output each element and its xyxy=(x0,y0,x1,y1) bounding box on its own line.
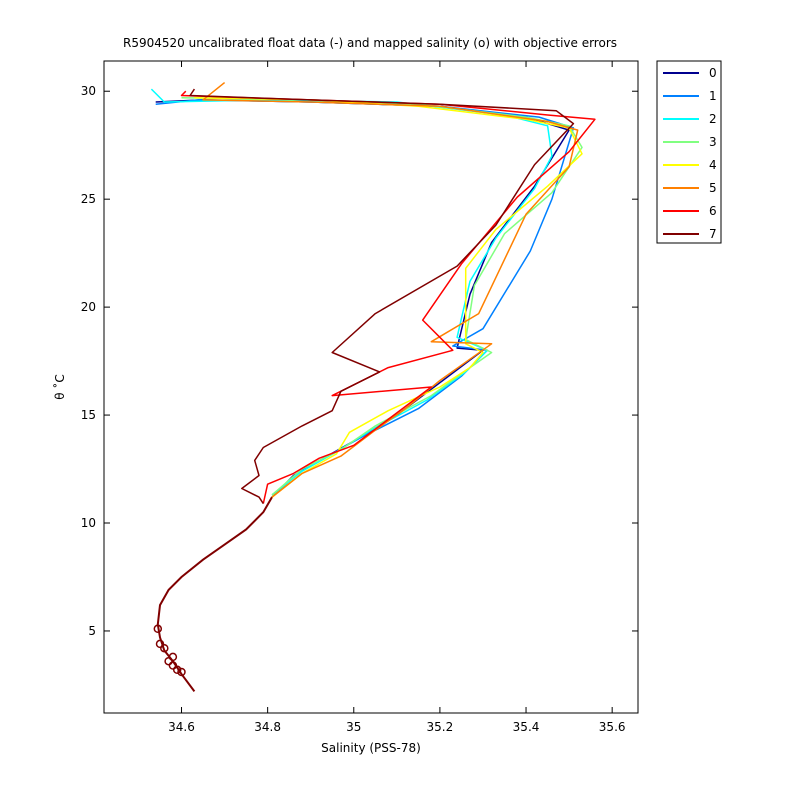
legend-label: 2 xyxy=(709,112,717,126)
y-tick-label: 10 xyxy=(81,516,96,530)
x-tick-label: 34.6 xyxy=(168,720,195,734)
legend-label: 0 xyxy=(709,66,717,80)
mapped-point xyxy=(177,667,186,677)
mapped-point xyxy=(153,624,163,634)
mapped-point xyxy=(164,656,173,666)
y-tick-label: 15 xyxy=(81,408,96,422)
mapped-point xyxy=(168,652,178,662)
legend-item-5: 5 xyxy=(663,181,717,195)
mapped-point xyxy=(160,643,169,653)
mapped-salinity-points xyxy=(153,624,186,677)
legend-label: 1 xyxy=(709,89,717,103)
y-tick-label: 20 xyxy=(81,300,96,314)
legend: 0 1 2 3 4 5 6 7 xyxy=(656,60,722,244)
mapped-point xyxy=(168,661,178,670)
x-tick-label: 35 xyxy=(346,720,361,734)
plot-area xyxy=(103,60,639,714)
y-tick-label: 5 xyxy=(88,624,96,638)
legend-item-3: 3 xyxy=(663,135,717,149)
series-line-4 xyxy=(194,96,583,498)
x-tick-label: 35.6 xyxy=(599,720,626,734)
y-tick-label: 25 xyxy=(81,192,96,206)
legend-label: 3 xyxy=(709,135,717,149)
legend-item-7: 7 xyxy=(663,227,717,241)
series-line-6 xyxy=(180,90,596,504)
legend-label: 5 xyxy=(709,181,717,195)
x-axis-ticks: 34.6 34.8 35 35.2 35.4 35.6 xyxy=(168,61,626,734)
series-line-5 xyxy=(202,82,579,498)
legend-label: 6 xyxy=(709,204,717,218)
mapped-point xyxy=(172,665,182,675)
legend-label: 7 xyxy=(709,227,717,241)
chart-title: R5904520 uncalibrated float data (-) and… xyxy=(123,36,617,50)
y-axis-ticks: 5 10 15 20 25 30 xyxy=(81,84,638,638)
x-tick-label: 34.8 xyxy=(254,720,281,734)
legend-label: 4 xyxy=(709,158,717,172)
legend-box xyxy=(656,60,722,244)
series-layer xyxy=(150,82,596,505)
legend-item-0: 0 xyxy=(663,66,717,80)
legend-item-6: 6 xyxy=(663,204,717,218)
x-tick-label: 35.4 xyxy=(513,720,540,734)
legend-item-2: 2 xyxy=(663,112,717,126)
y-axis-label: θ ˚C xyxy=(52,374,67,400)
x-tick-label: 35.2 xyxy=(427,720,454,734)
y-tick-label: 30 xyxy=(81,84,96,98)
series-line-7 xyxy=(189,88,575,505)
legend-item-1: 1 xyxy=(663,89,717,103)
mapped-point xyxy=(155,639,165,649)
legend-item-4: 4 xyxy=(663,158,717,172)
x-axis-label: Salinity (PSS-78) xyxy=(321,741,421,755)
